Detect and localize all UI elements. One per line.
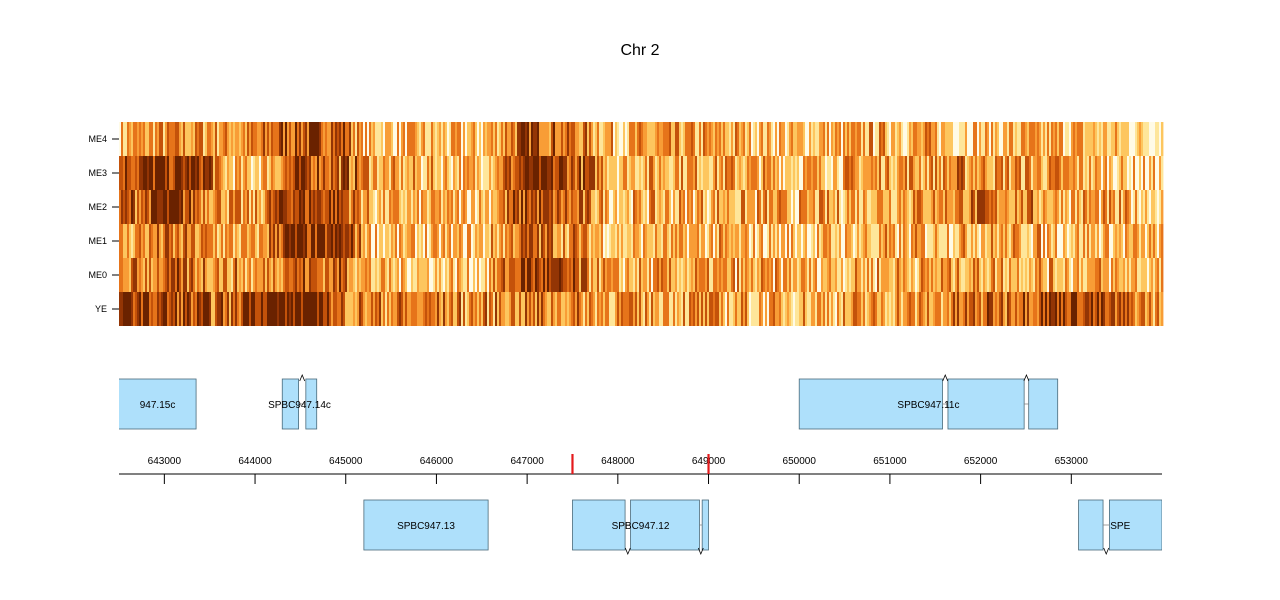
gene-junction-mark [299,373,306,382]
genes-bottom-strand: SPBC947.13 SPBC947.12 SPE [363,499,1162,556]
heatmap-row-me4 [119,122,1164,156]
genome-axis: 6430006440006450006460006470006480006490… [119,454,1162,484]
gene-exon [1028,378,1059,430]
gene-spbc947-11c: SPBC947.11c [798,373,1059,430]
heatmap-row-me3 [119,156,1164,190]
gene-spbc947-13: SPBC947.13 [363,499,489,551]
gene-exon [1108,499,1162,551]
chart-title: Chr 2 [620,42,659,59]
track-label: ME2 [88,202,107,212]
gene-spbc947-15c: 947.15c [119,378,197,430]
gene-exon [119,378,197,430]
track-label: ME1 [88,236,107,246]
track-label: YE [95,304,107,314]
heatmap-row-me2 [119,190,1164,224]
gene-spbc947-12: SPBC947.12 [572,499,709,556]
heatmap [119,122,1164,326]
gene-exon [630,499,700,551]
axis-tick-label: 646000 [420,456,454,467]
axis-tick-label: 653000 [1055,456,1089,467]
gene-label: 947.15c [140,400,176,411]
gene-junction-mark [1023,373,1030,382]
axis-tick-label: 647000 [510,456,544,467]
axis-tick-label: 644000 [238,456,272,467]
gene-exon [1078,499,1104,551]
axis-tick-label: 650000 [783,456,817,467]
heatmap-row-me1 [119,224,1164,258]
gene-exon [363,499,489,551]
gene-junction-mark [624,547,631,556]
track-label: ME3 [88,168,107,178]
axis-tick-label: 652000 [964,456,998,467]
gene-junction-mark [1103,547,1110,556]
track-labels: ME4 ME3 ME2 ME1 ME0 YE [88,134,119,314]
axis-tick-label: 645000 [329,456,363,467]
gene-exon [798,378,943,430]
track-label: ME4 [88,134,107,144]
heatmap-row-ye [119,292,1164,326]
gene-spbc947-10: SPE [1078,499,1162,556]
axis-tick-label: 648000 [601,456,635,467]
gene-exon [701,499,709,551]
gene-spbc947-14c: SPBC947.14c [268,373,331,430]
gene-junction-mark [697,547,704,556]
track-label: ME0 [88,270,107,280]
gene-label: SPBC947.12 [612,521,670,532]
axis-tick-label: 651000 [873,456,907,467]
axis-tick-label: 643000 [148,456,182,467]
genes-top-strand: 947.15c SPBC947.14c SPBC947.11c [119,373,1059,430]
heatmap-row-me0 [119,258,1164,292]
gene-label: SPBC947.14c [268,400,331,411]
gene-label: SPE [1110,521,1130,532]
gene-junction-mark [942,373,949,382]
gene-label: SPBC947.11c [897,400,959,411]
gene-label: SPBC947.13 [397,521,455,532]
gene-exon [572,499,626,551]
